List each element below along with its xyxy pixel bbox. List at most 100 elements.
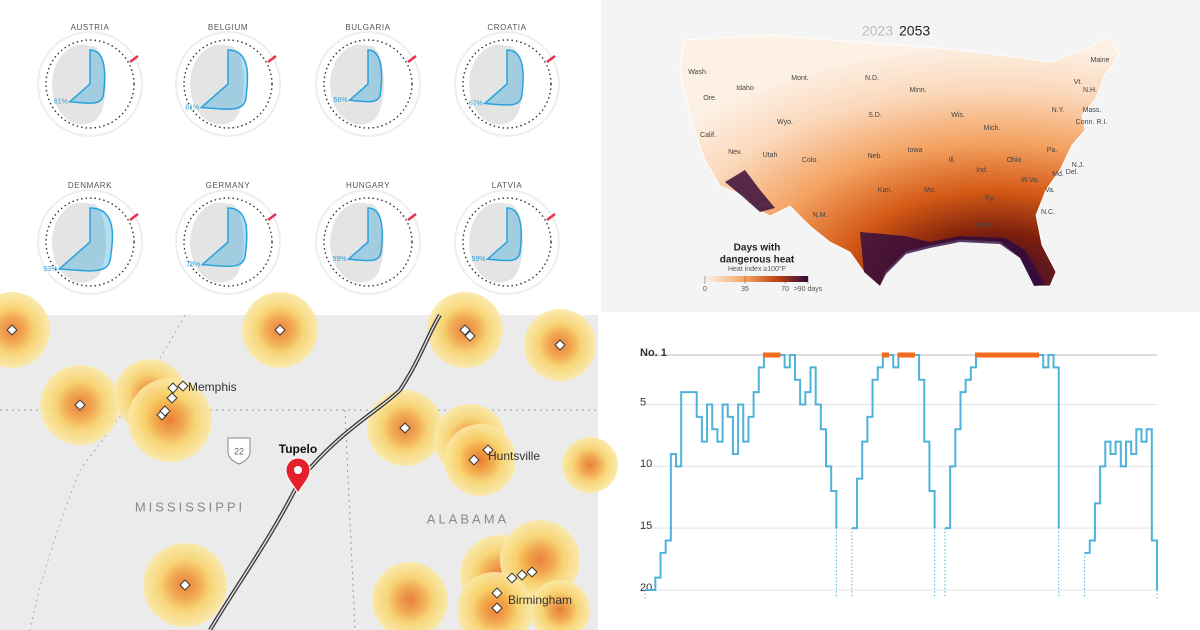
reference-ring	[183, 197, 273, 287]
rank-line	[645, 354, 1158, 591]
legend-tick-label: 0	[703, 286, 707, 293]
city-label: Huntsville	[488, 449, 540, 463]
gulf-heat	[860, 232, 1045, 286]
legend-subtitle: Heat index ≥100°F	[728, 265, 786, 273]
coverage-buffer	[530, 580, 590, 630]
reference-ring	[45, 197, 135, 287]
state-label: S.D.	[868, 112, 882, 119]
baseline-blob	[469, 202, 523, 283]
proximity-map: Memphis Huntsville Birmingham MISSISSIPPI AL…	[0, 292, 618, 630]
value-label: 93%	[43, 266, 57, 273]
state-label: Utah	[763, 152, 778, 159]
target-tick	[267, 213, 277, 221]
state-label: Vt.	[1074, 79, 1083, 86]
legend-title: Days with	[734, 243, 781, 254]
target-tick	[546, 55, 556, 63]
highway-core	[209, 314, 441, 630]
coverage-buffer	[128, 378, 212, 462]
value-label: 78%	[186, 261, 200, 268]
share-shape	[200, 207, 248, 268]
state-label: Md.	[1052, 171, 1064, 178]
state-label: Tenn.	[976, 222, 993, 229]
state-label: Maine	[1090, 57, 1109, 64]
reference-ring	[45, 39, 135, 129]
route-number: 22	[234, 446, 244, 456]
year-label: 2023	[862, 23, 893, 39]
target-tick	[546, 213, 556, 221]
facility-marker	[166, 392, 178, 404]
country-label: LATVIA	[492, 181, 523, 190]
outer-ring	[37, 189, 143, 295]
state-label: Del.	[1066, 169, 1079, 176]
outer-ring	[454, 31, 560, 137]
state-label: Ore.	[703, 95, 717, 102]
country-label: CROATIA	[487, 23, 526, 32]
reference-ring	[183, 39, 273, 129]
reference-ring	[323, 197, 413, 287]
state-label: Ill.	[949, 157, 956, 164]
state-label: N.D.	[865, 75, 879, 82]
target-tick	[129, 55, 139, 63]
y-tick-label: 10	[640, 458, 652, 470]
state-label: Ariz.	[758, 202, 772, 209]
state-label: N.H.	[1083, 87, 1097, 94]
year-label: 2053	[899, 23, 930, 39]
share-shape	[485, 207, 522, 262]
country-label: AUSTRIA	[71, 23, 110, 32]
baseline-blob	[52, 44, 106, 125]
state-label: Va.	[1045, 187, 1055, 194]
legend-scale	[705, 276, 808, 282]
state-label: W.Va.	[1021, 177, 1039, 184]
share-shape	[346, 207, 383, 262]
baseline-blob	[330, 44, 384, 125]
city-label: Memphis	[188, 380, 237, 394]
desert-heat	[725, 170, 775, 212]
location-pin	[285, 457, 311, 494]
value-label: 56%	[334, 97, 348, 104]
value-label: 67%	[469, 100, 483, 107]
state-label: Iowa	[908, 147, 923, 154]
highlight-label: Tupelo	[279, 442, 317, 456]
facility-marker	[159, 405, 171, 417]
share-shape	[57, 207, 114, 272]
facility-marker	[177, 380, 189, 392]
state-label: N.Y.	[1052, 107, 1065, 114]
y-tick-label: 15	[640, 520, 652, 532]
rank-series	[644, 352, 1158, 598]
facility-marker	[464, 330, 476, 342]
facility-marker	[516, 569, 528, 581]
state-border	[29, 314, 186, 630]
state-label: Mich.	[984, 125, 1001, 132]
outer-ring	[37, 31, 143, 137]
outer-ring	[315, 189, 421, 295]
state-label: Pa.	[1047, 147, 1058, 154]
y-tick-label: 5	[640, 396, 646, 408]
state-label: N.C.	[1041, 209, 1055, 216]
route-shield	[227, 437, 251, 465]
reference-ring	[462, 197, 552, 287]
y-tick-label: 20	[640, 582, 652, 594]
target-tick	[129, 213, 139, 221]
coverage-buffer	[562, 437, 618, 493]
state-label: Mo.	[924, 187, 936, 194]
y-tick-label: No. 1	[640, 347, 667, 359]
facility-marker	[468, 454, 480, 466]
value-label: 59%	[472, 256, 486, 263]
facility-marker	[491, 587, 503, 599]
share-shape	[68, 49, 106, 104]
country-label: HUNGARY	[346, 181, 390, 190]
state-label: Wash.	[688, 69, 708, 76]
state-label: N.M.	[813, 212, 828, 219]
legend-tick-label: >90 days	[794, 286, 823, 293]
state-label: Conn.	[1076, 119, 1095, 126]
share-shape	[483, 49, 524, 106]
state-label: R.I.	[1097, 119, 1108, 126]
state-label: Colo.	[802, 157, 818, 164]
coverage-buffer	[457, 572, 533, 630]
state-label: Ind.	[976, 167, 988, 174]
state-label: Ky.	[985, 195, 995, 202]
outer-ring	[175, 189, 281, 295]
state-label: MISSISSIPPI	[135, 499, 245, 514]
state-label: Mass.	[1083, 107, 1102, 114]
